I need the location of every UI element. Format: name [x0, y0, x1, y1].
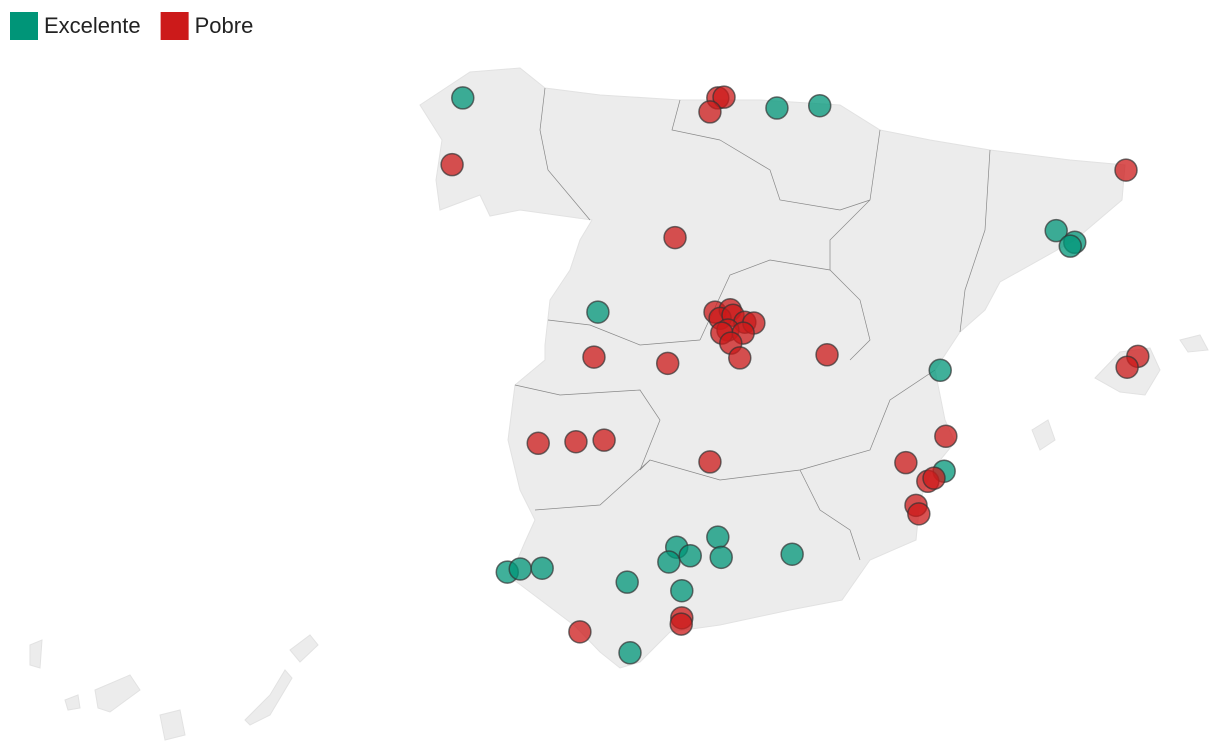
station-marker [780, 542, 804, 566]
station-marker [1044, 218, 1068, 243]
station-marker [618, 641, 642, 665]
station-marker [907, 502, 931, 526]
legend-swatch [10, 12, 38, 40]
station-marker [663, 225, 687, 250]
canary-4 [244, 669, 293, 726]
station-marker [728, 346, 752, 370]
station-marker [698, 450, 722, 474]
station-marker [815, 343, 839, 367]
station-marker [922, 466, 946, 490]
station-marker [615, 570, 639, 594]
land [29, 67, 1209, 741]
station-marker [678, 544, 702, 568]
station-marker [934, 424, 958, 449]
station-marker [657, 550, 681, 574]
iberia [419, 67, 1126, 669]
station-marker [669, 612, 693, 636]
station-marker [928, 358, 952, 383]
legend: Excelente Pobre [10, 12, 253, 40]
station-marker [1058, 234, 1083, 258]
station-marker [582, 345, 606, 369]
station-marker [655, 351, 680, 376]
station-marker [451, 86, 475, 110]
station-marker [564, 429, 588, 454]
station-marker [765, 96, 789, 120]
canary-5 [289, 634, 319, 663]
station-marker [568, 620, 592, 644]
station-marker [894, 450, 918, 475]
station-marker [586, 300, 610, 324]
station-marker [706, 525, 730, 549]
station-marker [592, 428, 616, 452]
station-marker [709, 545, 733, 570]
menorca [1179, 334, 1209, 353]
station-marker [530, 556, 554, 580]
borders [514, 87, 991, 561]
points [440, 85, 1150, 665]
canary-2 [94, 674, 141, 713]
station-marker [670, 578, 694, 603]
canary-3 [159, 709, 186, 741]
station-marker [526, 431, 550, 456]
canary-1 [29, 639, 43, 669]
station-marker [712, 85, 736, 109]
canary-6 [64, 694, 81, 711]
legend-label: Pobre [195, 13, 254, 38]
station-marker [698, 100, 722, 124]
station-marker [1114, 158, 1138, 182]
station-marker [508, 557, 532, 581]
station-marker [1115, 355, 1139, 379]
station-marker [440, 152, 464, 177]
legend-swatch [160, 12, 189, 40]
legend-label: Excelente [44, 13, 141, 38]
station-marker [807, 93, 832, 118]
ibiza [1031, 419, 1056, 451]
